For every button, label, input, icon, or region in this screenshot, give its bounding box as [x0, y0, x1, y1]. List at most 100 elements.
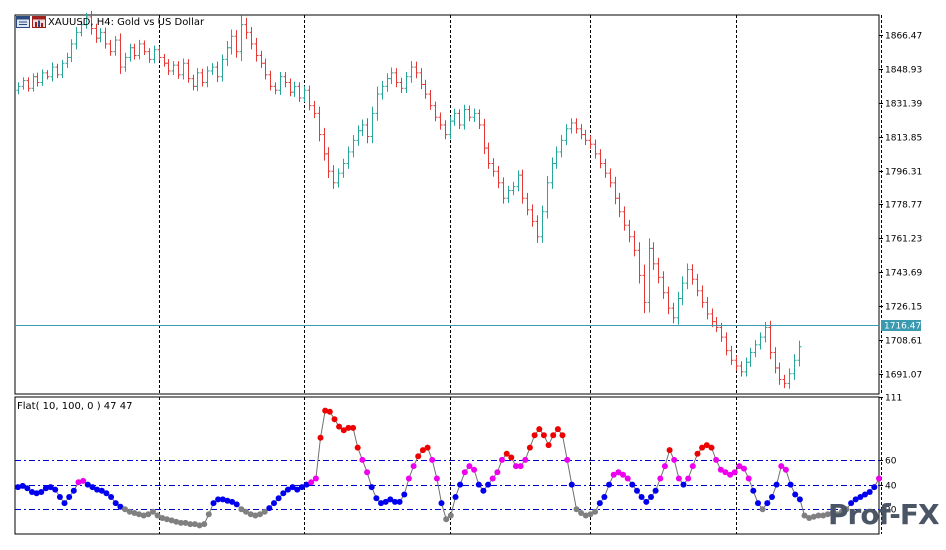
- flat-point: [373, 495, 379, 501]
- flat-point: [592, 509, 598, 515]
- flat-point: [52, 487, 58, 493]
- flat-point: [453, 494, 459, 500]
- flat-point: [425, 445, 431, 451]
- flat-point: [760, 506, 766, 512]
- flat-point: [681, 482, 687, 488]
- flat-point: [532, 432, 538, 438]
- price-tick-label: 1796.31: [885, 168, 922, 178]
- flat-point: [308, 479, 314, 485]
- flat-point: [564, 457, 570, 463]
- price-tick-label: 1761.23: [885, 235, 922, 245]
- flat-point: [522, 457, 528, 463]
- flat-point: [332, 416, 338, 422]
- flat-point: [369, 484, 375, 490]
- flat-point: [746, 476, 752, 482]
- flat-point: [657, 476, 663, 482]
- flat-point: [476, 482, 482, 488]
- flat-point: [653, 488, 659, 494]
- flat-point: [606, 482, 612, 488]
- flat-point: [871, 484, 877, 490]
- flat-point: [648, 494, 654, 500]
- flat-point: [671, 457, 677, 463]
- flat-point: [411, 463, 417, 469]
- flat-point: [439, 500, 445, 506]
- flat-point: [527, 445, 533, 451]
- flat-point: [508, 455, 514, 461]
- flat-point: [639, 494, 645, 500]
- flat-point: [448, 513, 454, 519]
- flat-point: [685, 476, 691, 482]
- flat-point: [66, 494, 72, 500]
- price-tick-label: 1831.39: [885, 100, 922, 110]
- flat-point: [518, 463, 524, 469]
- flat-point: [406, 476, 412, 482]
- indicator-label: Flat( 10, 100, 0 ) 47 47: [17, 401, 132, 412]
- flat-point: [625, 476, 631, 482]
- price-tick-label: 1866.47: [885, 32, 922, 42]
- flat-point: [713, 457, 719, 463]
- price-tick-label: 1813.85: [885, 134, 922, 144]
- flat-point: [876, 476, 882, 482]
- flat-point: [24, 485, 30, 491]
- flat-point: [485, 482, 491, 488]
- flat-point: [206, 511, 212, 517]
- flat-point: [71, 488, 77, 494]
- flat-point: [667, 447, 673, 453]
- flat-point: [569, 482, 575, 488]
- flat-point: [415, 453, 421, 459]
- flat-point: [541, 432, 547, 438]
- flat-point: [276, 495, 282, 501]
- flat-point: [466, 463, 472, 469]
- flat-point: [643, 499, 649, 505]
- flat-point: [695, 451, 701, 457]
- bar-chart-icon[interactable]: [32, 16, 46, 28]
- flat-point: [62, 500, 68, 506]
- flat-point: [313, 476, 319, 482]
- flat-point: [601, 494, 607, 500]
- flat-point: [764, 500, 770, 506]
- flat-point: [732, 469, 738, 475]
- flat-point: [108, 494, 114, 500]
- flat-point: [536, 426, 542, 432]
- flat-point: [457, 482, 463, 488]
- price-tick-label: 1743.69: [885, 269, 922, 279]
- price-tick-label: 1691.07: [885, 371, 922, 381]
- flat-point: [662, 463, 668, 469]
- flat-point: [113, 500, 119, 506]
- symbol-title: XAUUSD, H4: Gold vs US Dollar: [48, 17, 204, 28]
- watermark-logo: Prof-FX: [828, 498, 939, 531]
- price-tick-label: 1726.15: [885, 303, 922, 313]
- flat-point: [792, 492, 798, 498]
- flat-point: [462, 469, 468, 475]
- flat-point: [629, 482, 635, 488]
- indicator-tick-label: 60: [885, 457, 897, 467]
- indicator-tick-label: 111: [885, 394, 902, 404]
- flat-point: [103, 490, 109, 496]
- flat-point: [499, 457, 505, 463]
- flat-point: [429, 457, 435, 463]
- flat-point: [741, 466, 747, 472]
- chart-window-icon[interactable]: [16, 16, 30, 28]
- flat-point: [560, 432, 566, 438]
- flat-point: [234, 501, 240, 507]
- header-icons: [16, 16, 46, 28]
- flat-point: [271, 500, 277, 506]
- flat-point: [788, 482, 794, 488]
- flat-point: [769, 494, 775, 500]
- flat-point: [57, 494, 63, 500]
- flat-point: [364, 469, 370, 475]
- flat-point: [597, 500, 603, 506]
- price-tick-label: 1778.77: [885, 201, 922, 211]
- flat-point: [494, 469, 500, 475]
- flat-point: [634, 488, 640, 494]
- flat-point: [359, 457, 365, 463]
- current-price-label: 1716.47: [884, 322, 921, 332]
- flat-point: [327, 409, 333, 415]
- flat-point: [774, 482, 780, 488]
- flat-point: [201, 521, 207, 527]
- flat-point: [755, 500, 761, 506]
- flat-point: [490, 476, 496, 482]
- flat-point: [434, 476, 440, 482]
- flat-point: [266, 505, 272, 511]
